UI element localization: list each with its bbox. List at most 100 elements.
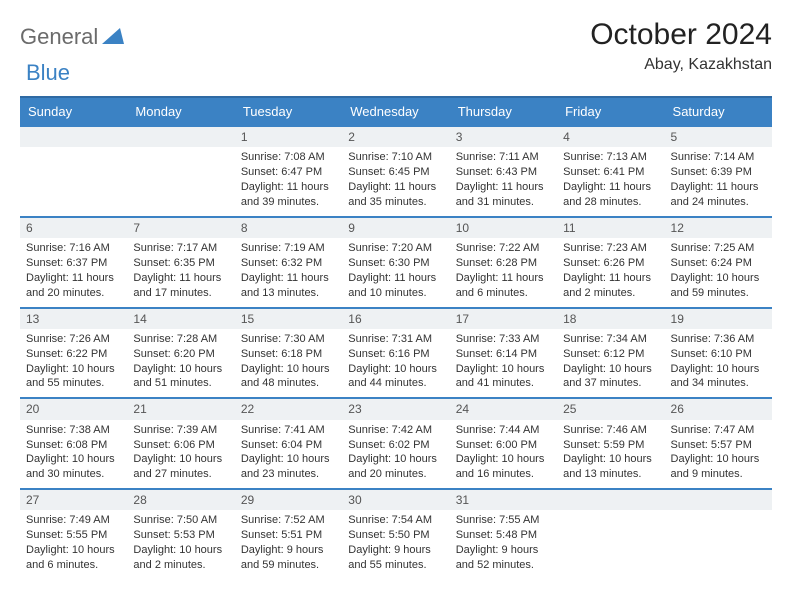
weekday-header-row: SundayMondayTuesdayWednesdayThursdayFrid… bbox=[20, 97, 772, 126]
calendar-day-cell: 19Sunrise: 7:36 AMSunset: 6:10 PMDayligh… bbox=[665, 308, 772, 399]
calendar-day-cell: 16Sunrise: 7:31 AMSunset: 6:16 PMDayligh… bbox=[342, 308, 449, 399]
day-number: 7 bbox=[127, 218, 234, 238]
sunrise-line: Sunrise: 7:46 AM bbox=[563, 423, 658, 438]
day-number: 15 bbox=[235, 309, 342, 329]
calendar-day-cell: 22Sunrise: 7:41 AMSunset: 6:04 PMDayligh… bbox=[235, 398, 342, 489]
daylight-line: Daylight: 11 hours and 39 minutes. bbox=[241, 180, 336, 210]
day-info: Sunrise: 7:30 AMSunset: 6:18 PMDaylight:… bbox=[235, 329, 342, 397]
sunset-line: Sunset: 6:04 PM bbox=[241, 438, 336, 453]
daylight-line: Daylight: 11 hours and 17 minutes. bbox=[133, 271, 228, 301]
day-number: 16 bbox=[342, 309, 449, 329]
daylight-line: Daylight: 10 hours and 2 minutes. bbox=[133, 543, 228, 573]
day-number: 3 bbox=[450, 127, 557, 147]
day-number: 13 bbox=[20, 309, 127, 329]
calendar-day-cell: 2Sunrise: 7:10 AMSunset: 6:45 PMDaylight… bbox=[342, 126, 449, 217]
sunset-line: Sunset: 6:47 PM bbox=[241, 165, 336, 180]
sunrise-line: Sunrise: 7:49 AM bbox=[26, 513, 121, 528]
daylight-line: Daylight: 10 hours and 9 minutes. bbox=[671, 452, 766, 482]
day-info: Sunrise: 7:10 AMSunset: 6:45 PMDaylight:… bbox=[342, 147, 449, 215]
calendar-day-cell: 29Sunrise: 7:52 AMSunset: 5:51 PMDayligh… bbox=[235, 489, 342, 579]
sunset-line: Sunset: 6:43 PM bbox=[456, 165, 551, 180]
calendar-week-row: 6Sunrise: 7:16 AMSunset: 6:37 PMDaylight… bbox=[20, 217, 772, 308]
sunrise-line: Sunrise: 7:52 AM bbox=[241, 513, 336, 528]
calendar-day-cell: 10Sunrise: 7:22 AMSunset: 6:28 PMDayligh… bbox=[450, 217, 557, 308]
day-info: Sunrise: 7:38 AMSunset: 6:08 PMDaylight:… bbox=[20, 420, 127, 488]
calendar-day-cell: 24Sunrise: 7:44 AMSunset: 6:00 PMDayligh… bbox=[450, 398, 557, 489]
calendar-day-cell: 21Sunrise: 7:39 AMSunset: 6:06 PMDayligh… bbox=[127, 398, 234, 489]
calendar-body: 1Sunrise: 7:08 AMSunset: 6:47 PMDaylight… bbox=[20, 126, 772, 579]
sunrise-line: Sunrise: 7:42 AM bbox=[348, 423, 443, 438]
day-number: 29 bbox=[235, 490, 342, 510]
calendar-day-cell: 31Sunrise: 7:55 AMSunset: 5:48 PMDayligh… bbox=[450, 489, 557, 579]
day-info: Sunrise: 7:41 AMSunset: 6:04 PMDaylight:… bbox=[235, 420, 342, 488]
sunset-line: Sunset: 6:02 PM bbox=[348, 438, 443, 453]
sunset-line: Sunset: 5:59 PM bbox=[563, 438, 658, 453]
day-info: Sunrise: 7:22 AMSunset: 6:28 PMDaylight:… bbox=[450, 238, 557, 306]
sunset-line: Sunset: 6:12 PM bbox=[563, 347, 658, 362]
calendar-day-cell: 25Sunrise: 7:46 AMSunset: 5:59 PMDayligh… bbox=[557, 398, 664, 489]
day-number: 23 bbox=[342, 399, 449, 419]
calendar-day-cell: 3Sunrise: 7:11 AMSunset: 6:43 PMDaylight… bbox=[450, 126, 557, 217]
calendar-empty-cell bbox=[557, 489, 664, 579]
daylight-line: Daylight: 11 hours and 28 minutes. bbox=[563, 180, 658, 210]
day-number: 17 bbox=[450, 309, 557, 329]
day-info: Sunrise: 7:50 AMSunset: 5:53 PMDaylight:… bbox=[127, 510, 234, 578]
day-info: Sunrise: 7:20 AMSunset: 6:30 PMDaylight:… bbox=[342, 238, 449, 306]
day-info: Sunrise: 7:52 AMSunset: 5:51 PMDaylight:… bbox=[235, 510, 342, 578]
sunset-line: Sunset: 6:39 PM bbox=[671, 165, 766, 180]
sunset-line: Sunset: 5:48 PM bbox=[456, 528, 551, 543]
day-info: Sunrise: 7:11 AMSunset: 6:43 PMDaylight:… bbox=[450, 147, 557, 215]
day-number: 4 bbox=[557, 127, 664, 147]
day-info: Sunrise: 7:26 AMSunset: 6:22 PMDaylight:… bbox=[20, 329, 127, 397]
daylight-line: Daylight: 9 hours and 59 minutes. bbox=[241, 543, 336, 573]
day-number: 27 bbox=[20, 490, 127, 510]
day-number-empty bbox=[557, 490, 664, 510]
day-number: 20 bbox=[20, 399, 127, 419]
calendar-day-cell: 9Sunrise: 7:20 AMSunset: 6:30 PMDaylight… bbox=[342, 217, 449, 308]
day-info: Sunrise: 7:46 AMSunset: 5:59 PMDaylight:… bbox=[557, 420, 664, 488]
day-info: Sunrise: 7:39 AMSunset: 6:06 PMDaylight:… bbox=[127, 420, 234, 488]
calendar-day-cell: 30Sunrise: 7:54 AMSunset: 5:50 PMDayligh… bbox=[342, 489, 449, 579]
day-info: Sunrise: 7:49 AMSunset: 5:55 PMDaylight:… bbox=[20, 510, 127, 578]
weekday-header: Friday bbox=[557, 97, 664, 126]
daylight-line: Daylight: 10 hours and 20 minutes. bbox=[348, 452, 443, 482]
day-info: Sunrise: 7:44 AMSunset: 6:00 PMDaylight:… bbox=[450, 420, 557, 488]
calendar-empty-cell bbox=[665, 489, 772, 579]
day-info: Sunrise: 7:25 AMSunset: 6:24 PMDaylight:… bbox=[665, 238, 772, 306]
day-info: Sunrise: 7:23 AMSunset: 6:26 PMDaylight:… bbox=[557, 238, 664, 306]
day-number-empty bbox=[665, 490, 772, 510]
day-info: Sunrise: 7:28 AMSunset: 6:20 PMDaylight:… bbox=[127, 329, 234, 397]
sunrise-line: Sunrise: 7:38 AM bbox=[26, 423, 121, 438]
sunrise-line: Sunrise: 7:19 AM bbox=[241, 241, 336, 256]
title-block: October 2024 Abay, Kazakhstan bbox=[590, 18, 772, 74]
daylight-line: Daylight: 10 hours and 34 minutes. bbox=[671, 362, 766, 392]
sunrise-line: Sunrise: 7:33 AM bbox=[456, 332, 551, 347]
sunrise-line: Sunrise: 7:55 AM bbox=[456, 513, 551, 528]
logo-text-general: General bbox=[20, 24, 98, 50]
sunset-line: Sunset: 5:57 PM bbox=[671, 438, 766, 453]
calendar-day-cell: 4Sunrise: 7:13 AMSunset: 6:41 PMDaylight… bbox=[557, 126, 664, 217]
sunset-line: Sunset: 6:26 PM bbox=[563, 256, 658, 271]
day-number: 19 bbox=[665, 309, 772, 329]
day-number: 11 bbox=[557, 218, 664, 238]
sunset-line: Sunset: 6:08 PM bbox=[26, 438, 121, 453]
daylight-line: Daylight: 9 hours and 55 minutes. bbox=[348, 543, 443, 573]
day-info: Sunrise: 7:08 AMSunset: 6:47 PMDaylight:… bbox=[235, 147, 342, 215]
daylight-line: Daylight: 10 hours and 13 minutes. bbox=[563, 452, 658, 482]
sunset-line: Sunset: 6:10 PM bbox=[671, 347, 766, 362]
day-number: 8 bbox=[235, 218, 342, 238]
daylight-line: Daylight: 10 hours and 16 minutes. bbox=[456, 452, 551, 482]
daylight-line: Daylight: 11 hours and 6 minutes. bbox=[456, 271, 551, 301]
daylight-line: Daylight: 11 hours and 2 minutes. bbox=[563, 271, 658, 301]
day-info: Sunrise: 7:19 AMSunset: 6:32 PMDaylight:… bbox=[235, 238, 342, 306]
day-number: 31 bbox=[450, 490, 557, 510]
calendar-week-row: 20Sunrise: 7:38 AMSunset: 6:08 PMDayligh… bbox=[20, 398, 772, 489]
sunset-line: Sunset: 5:55 PM bbox=[26, 528, 121, 543]
sunset-line: Sunset: 6:00 PM bbox=[456, 438, 551, 453]
weekday-header: Monday bbox=[127, 97, 234, 126]
sunrise-line: Sunrise: 7:31 AM bbox=[348, 332, 443, 347]
sunrise-line: Sunrise: 7:13 AM bbox=[563, 150, 658, 165]
calendar-day-cell: 17Sunrise: 7:33 AMSunset: 6:14 PMDayligh… bbox=[450, 308, 557, 399]
sunrise-line: Sunrise: 7:16 AM bbox=[26, 241, 121, 256]
sunrise-line: Sunrise: 7:28 AM bbox=[133, 332, 228, 347]
